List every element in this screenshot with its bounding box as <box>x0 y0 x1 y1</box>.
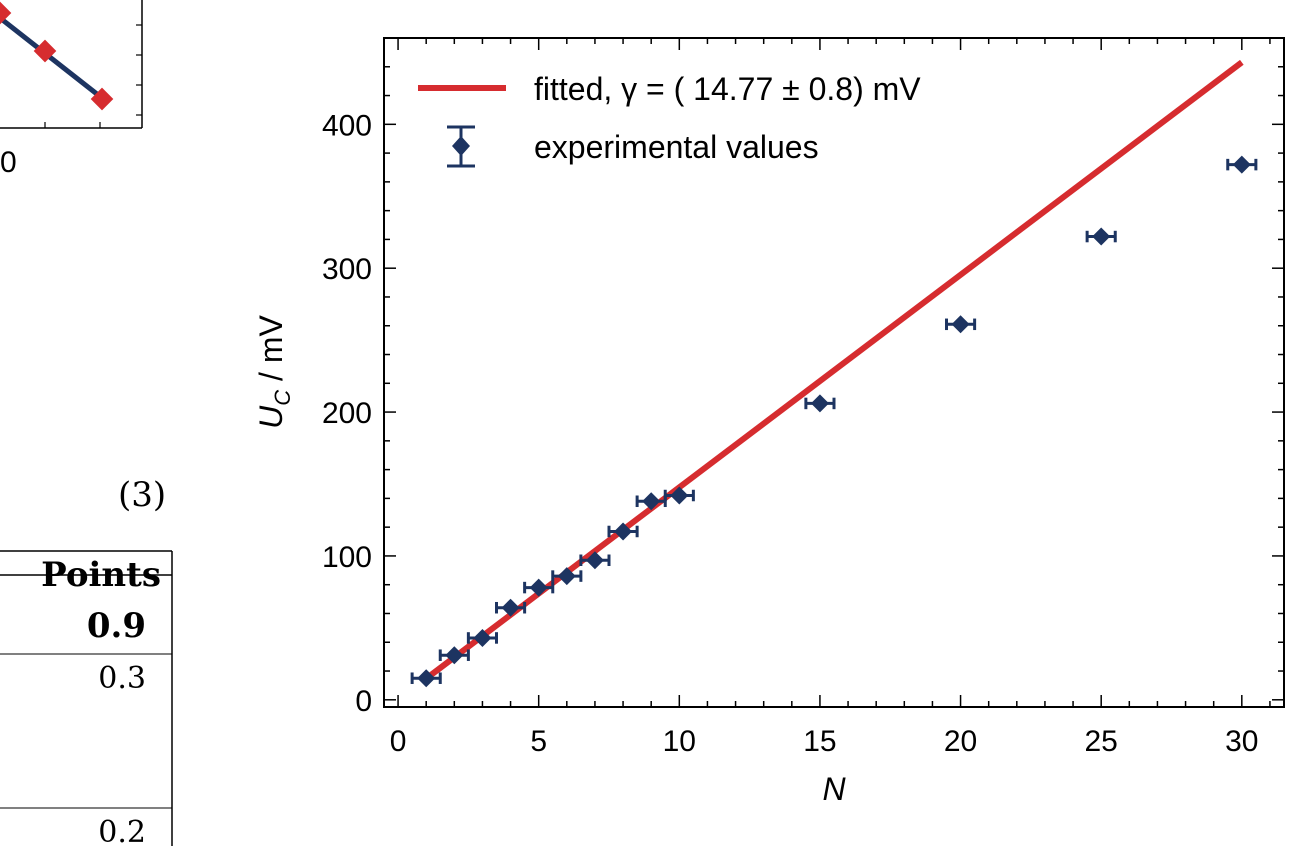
data-point <box>607 522 639 541</box>
y-axis-subscript: C <box>270 390 295 406</box>
data-point <box>1226 155 1258 174</box>
data-point <box>804 394 836 413</box>
inset-marker <box>33 39 57 63</box>
diamond-marker <box>1092 227 1111 246</box>
cropped-inset-plot: 0 <box>0 0 143 179</box>
y-tick-label: 300 <box>322 253 372 286</box>
x-tick-label: 10 <box>663 725 696 758</box>
y-axis-unit: / mV <box>253 315 289 390</box>
diamond-marker <box>670 486 689 505</box>
inset-marker <box>90 87 114 111</box>
diamond-marker <box>614 522 633 541</box>
inset-marker <box>0 1 12 25</box>
y-tick-label: 400 <box>322 109 372 142</box>
diamond-marker <box>810 394 829 413</box>
diamond-marker <box>445 646 464 665</box>
plot-frame <box>383 37 1285 708</box>
table-cell: 0.9 <box>87 606 146 646</box>
y-tick-label: 0 <box>355 685 372 718</box>
legend-fit-label: fitted, γ = ( 14.77 ± 0.8) mV <box>534 71 921 107</box>
data-point <box>466 628 498 647</box>
inset-fit-line <box>0 16 104 100</box>
diamond-marker <box>557 567 576 586</box>
x-tick-label: 15 <box>803 725 836 758</box>
x-tick-label: 0 <box>390 725 407 758</box>
x-tick-label: 25 <box>1085 725 1118 758</box>
diamond-marker <box>951 315 970 334</box>
diamond-marker <box>501 598 520 617</box>
data-point <box>495 598 527 617</box>
table-header-points: Points <box>41 555 161 595</box>
y-axis-symbol: U <box>253 405 289 429</box>
y-axis-title: UC / mV <box>253 315 295 429</box>
data-point <box>945 315 977 334</box>
y-tick-label: 100 <box>322 541 372 574</box>
inset-tick-label: 0 <box>0 146 17 179</box>
x-axis-title: N <box>822 771 846 807</box>
svg-text:UC / mV: UC / mV <box>253 315 295 429</box>
y-tick-label: 200 <box>322 397 372 430</box>
x-tick-label: 20 <box>944 725 977 758</box>
data-point <box>579 551 611 570</box>
axis-ticks <box>384 38 1284 707</box>
table-cell: 0.3 <box>98 661 146 696</box>
data-point <box>635 492 667 511</box>
legend-data-label: experimental values <box>534 129 819 165</box>
data-point <box>523 578 555 597</box>
table-cell: 0.2 <box>98 815 146 846</box>
data-point <box>551 567 583 586</box>
x-tick-label: 5 <box>530 725 547 758</box>
data-point <box>663 486 695 505</box>
data-point <box>1085 227 1117 246</box>
diamond-marker <box>642 492 661 511</box>
cropped-table: Points 0.9 0.3 0.2 <box>0 550 173 846</box>
diamond-marker <box>585 551 604 570</box>
data-point <box>410 669 442 688</box>
x-tick-label: 30 <box>1225 725 1258 758</box>
data-points-layer <box>410 155 1258 688</box>
equation-number: (3) <box>118 475 166 515</box>
diamond-marker <box>1232 155 1251 174</box>
diamond-marker <box>473 628 492 647</box>
legend: fitted, γ = ( 14.77 ± 0.8) mV experiment… <box>418 71 921 168</box>
data-point <box>438 646 470 665</box>
diamond-marker <box>529 578 548 597</box>
legend-data-swatch <box>447 125 475 168</box>
diamond-marker <box>417 669 436 688</box>
